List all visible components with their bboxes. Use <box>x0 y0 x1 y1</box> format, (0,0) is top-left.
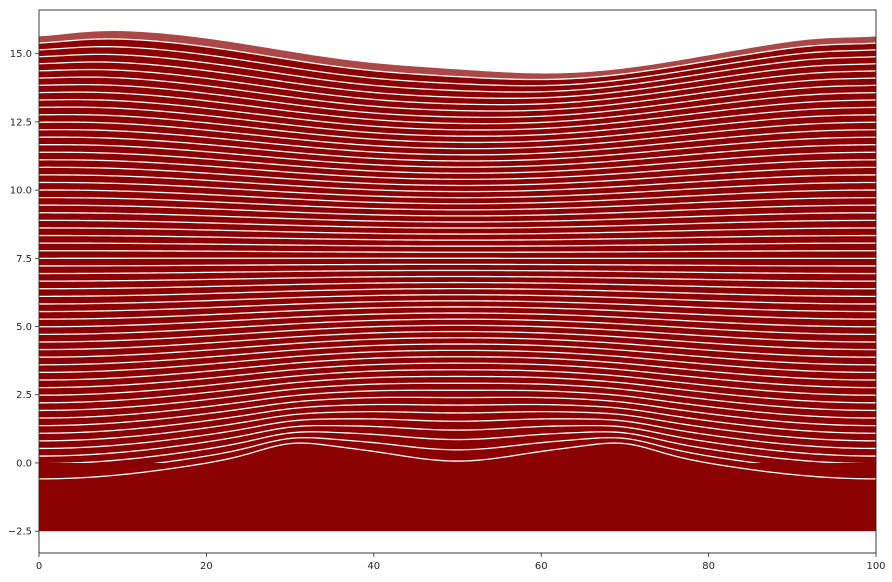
y-tick-label: −2.5 <box>8 527 32 538</box>
x-tick-label: 80 <box>702 561 715 572</box>
x-tick-label: 40 <box>367 561 380 572</box>
x-tick-label: 100 <box>866 561 885 572</box>
y-tick-label: 0.0 <box>16 458 32 469</box>
y-tick-label: 15.0 <box>10 49 32 60</box>
y-tick-label: 10.0 <box>10 186 32 197</box>
x-tick-label: 60 <box>535 561 548 572</box>
y-tick-label: 5.0 <box>16 322 32 333</box>
y-tick-label: 7.5 <box>16 254 32 265</box>
x-tick-label: 0 <box>36 561 42 572</box>
x-tick-label: 20 <box>200 561 213 572</box>
x-axis: 0 20 40 60 80 100 <box>36 553 886 572</box>
base-fill-block <box>39 463 876 531</box>
plot-area <box>39 31 876 531</box>
y-axis: −2.5 0.0 2.5 5.0 7.5 10.0 12.5 15.0 <box>8 49 39 538</box>
y-tick-label: 12.5 <box>10 117 32 128</box>
y-tick-label: 2.5 <box>16 390 32 401</box>
